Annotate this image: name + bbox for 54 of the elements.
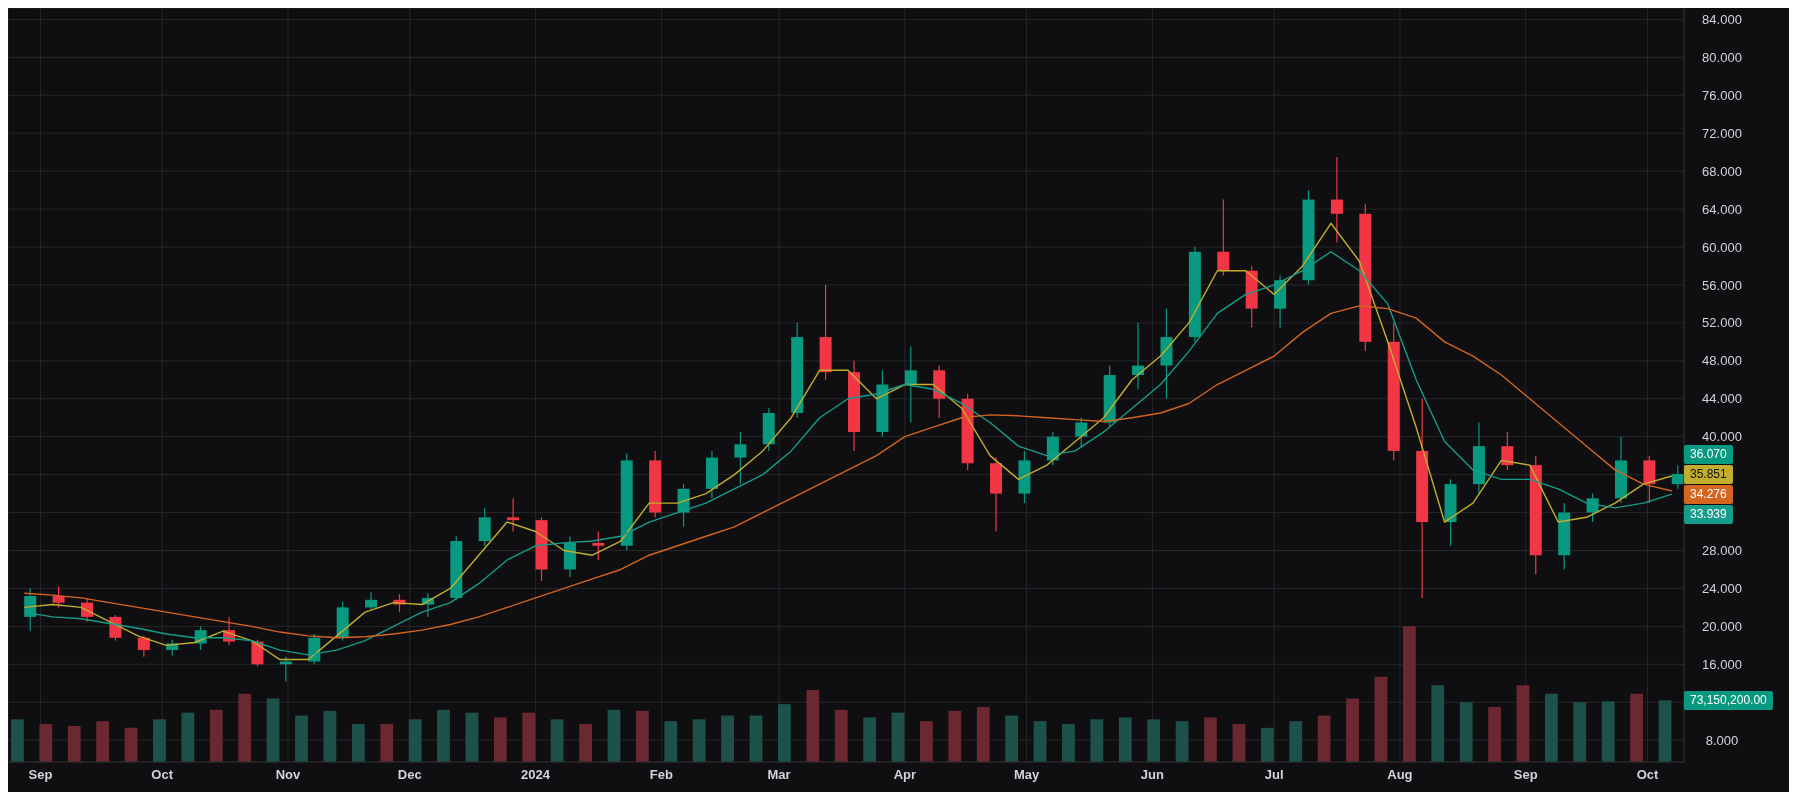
candlestick [1217,198,1230,277]
y-tick-label: 64.000 [1702,201,1742,217]
candlestick [1330,156,1343,243]
candlestick [1643,455,1656,504]
x-tick-label: Nov [275,767,302,783]
data-label: 34.276 [1684,484,1733,504]
candlestick [52,585,65,609]
y-tick-label: 56.000 [1702,277,1742,293]
y-tick-label: 76.000 [1702,87,1742,103]
candlestick [1501,431,1514,471]
x-tick-label: Jun [1140,767,1164,783]
candlestick [1586,492,1599,523]
x-tick-label: May [1013,767,1040,783]
candlestick [1075,417,1088,447]
candlestick [137,635,150,658]
x-tick-label: Feb [649,767,673,783]
y-tick-label: 16.000 [1702,656,1742,672]
y-tick-label: 60.000 [1702,239,1742,255]
candlestick [507,497,520,533]
candlestick [279,656,292,682]
candlestick [904,345,917,424]
x-tick-label: Sep [28,767,53,783]
y-tick-label: 84.000 [1702,12,1742,27]
x-tick-label: Oct [151,767,174,783]
candlestick [478,507,491,547]
x-tick-label: Sep [1513,767,1538,783]
data-label: 35.851 [1684,464,1733,484]
y-tick-label: 52.000 [1702,315,1742,331]
y-tick-label: 8.000 [1705,732,1739,748]
text: 36.070 [1690,446,1727,461]
y-tick-label: 48.000 [1702,353,1742,369]
data-label: 33.939 [1684,504,1733,524]
x-tick-label: Mar [767,767,791,783]
candlestick [365,591,378,610]
y-tick-label: 80.000 [1702,49,1742,65]
x-tick-label: Oct [1636,767,1659,783]
y-tick-label: 68.000 [1702,163,1742,179]
x-tick-label: Aug [1387,767,1413,783]
line-series [23,305,1673,639]
y-tick-label: 40.000 [1702,429,1742,445]
x-tick-label: Dec [397,767,422,783]
x-tick-label: Apr [893,767,917,783]
candlestick [734,431,747,485]
y-tick-label: 28.000 [1702,543,1742,559]
text: 73,150,200.00 [1684,691,1773,711]
candlestick [592,530,605,561]
y-tick-label: 72.000 [1702,125,1742,141]
x-tick-label: 2024 [521,767,551,783]
candlestick [1671,464,1684,490]
y-tick-label: 20.000 [1702,618,1742,634]
y-tick-label: 24.000 [1702,581,1742,597]
y-tick-label: 44.000 [1702,391,1742,407]
candlestick [677,483,690,528]
x-tick-label: Jul [1264,767,1284,783]
